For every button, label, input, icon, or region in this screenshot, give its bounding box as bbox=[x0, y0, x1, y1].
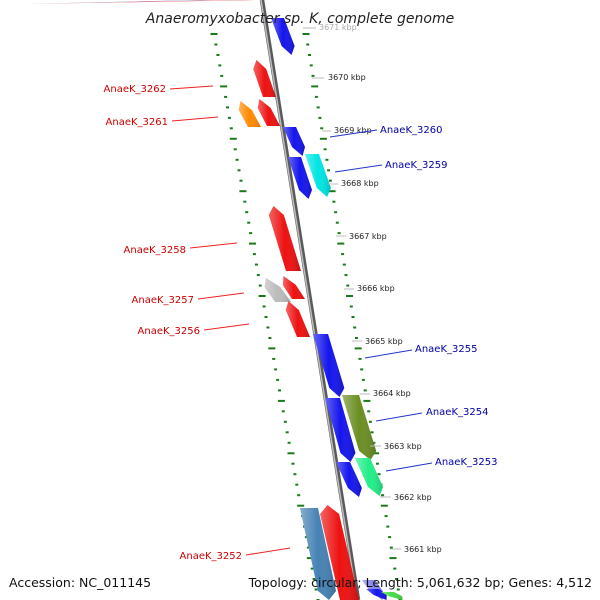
gene-arrow-shading bbox=[23, 0, 256, 4]
leader-AnaeK_3254 bbox=[375, 412, 423, 422]
gene-arrow-shading bbox=[23, 0, 212, 4]
gene-arrow-shading bbox=[300, 508, 336, 600]
leader-AnaeK_3256 bbox=[203, 323, 250, 331]
gene-labels: AnaeK_3262 AnaeK_3261 AnaeK_3258 AnaeK_3… bbox=[104, 84, 498, 562]
accession-text: Accession: NC_011145 bbox=[9, 575, 151, 590]
leader-AnaeK_3261 bbox=[171, 116, 219, 122]
gene-arrow-shading bbox=[305, 154, 331, 197]
gene-arrow-shading bbox=[342, 395, 377, 460]
gene-label-AnaeK_3253[interactable]: AnaeK_3253 bbox=[435, 457, 497, 468]
backbone-highlight bbox=[260, 0, 358, 600]
gene-arrow-shading bbox=[282, 276, 305, 299]
gene-arrow-shading bbox=[257, 99, 280, 126]
gene-arrow-shading bbox=[366, 589, 387, 600]
gene-arrow-shading bbox=[325, 398, 356, 462]
leader-AnaeK_3255 bbox=[364, 349, 413, 359]
kbp-label-3664: 3664 kbp bbox=[373, 389, 411, 398]
gene-label-AnaeK_3262[interactable]: AnaeK_3262 bbox=[104, 84, 166, 95]
gene-label-AnaeK_3255[interactable]: AnaeK_3255 bbox=[415, 344, 477, 355]
gene-arrow-shading bbox=[285, 301, 310, 337]
gene-label-AnaeK_3257[interactable]: AnaeK_3257 bbox=[132, 295, 194, 306]
gene-arrow-shading bbox=[381, 592, 403, 600]
kbp-label-3665: 3665 kbp bbox=[365, 337, 403, 346]
tick-marks-inner bbox=[210, 33, 320, 600]
kbp-label-3661: 3661 kbp bbox=[404, 545, 442, 554]
tick-marks-outer bbox=[302, 33, 402, 600]
gene-label-AnaeK_3258[interactable]: AnaeK_3258 bbox=[124, 245, 186, 256]
kbp-label-3662: 3662 kbp bbox=[394, 493, 432, 502]
gene-arrow-shading bbox=[283, 127, 305, 156]
kbp-label-3667: 3667 kbp bbox=[349, 232, 387, 241]
leader-AnaeK_3262 bbox=[169, 85, 214, 90]
leader-AnaeK_3260 bbox=[329, 129, 378, 138]
leader-AnaeK_3253 bbox=[385, 462, 433, 472]
leader-AnaeK_3258 bbox=[189, 242, 238, 249]
kbp-label-3666: 3666 kbp bbox=[357, 284, 395, 293]
backbone bbox=[259, 0, 361, 600]
gene-arrow-shading bbox=[355, 458, 383, 496]
gene-arrow-shading bbox=[238, 101, 261, 127]
gene-arrow-shading bbox=[313, 334, 345, 397]
gene-label-AnaeK_3254[interactable]: AnaeK_3254 bbox=[426, 407, 488, 418]
gene-label-AnaeK_3256[interactable]: AnaeK_3256 bbox=[138, 326, 200, 337]
kbp-label-3669: 3669 kbp bbox=[334, 126, 372, 135]
topology-text: Topology: circular; Length: 5,061,632 bp… bbox=[248, 575, 592, 590]
gene-label-AnaeK_3259[interactable]: AnaeK_3259 bbox=[385, 160, 447, 171]
gene-label-AnaeK_3261[interactable]: AnaeK_3261 bbox=[106, 117, 168, 128]
kbp-label-3671: 3671 kbp bbox=[319, 23, 357, 32]
gene-arrow-shading bbox=[253, 60, 276, 97]
gene-label-AnaeK_3252[interactable]: AnaeK_3252 bbox=[180, 551, 242, 562]
gene-arrows bbox=[23, 0, 403, 600]
leader-AnaeK_3252 bbox=[245, 547, 291, 556]
gene-arrow-shading bbox=[320, 505, 359, 600]
leader-AnaeK_3259 bbox=[334, 164, 383, 173]
gene-label-AnaeK_3260[interactable]: AnaeK_3260 bbox=[380, 125, 442, 136]
kbp-label-3668: 3668 kbp bbox=[341, 179, 379, 188]
gene-arrow-shading bbox=[271, 18, 295, 55]
kbp-label-3663: 3663 kbp bbox=[384, 442, 422, 451]
gene-arrow-shading bbox=[264, 278, 291, 302]
kbp-scale: 3671 kbp 3670 kbp 3669 kbp 3668 kbp 3667… bbox=[303, 23, 442, 554]
map-title: Anaeromyxobacter sp. K, complete genome bbox=[145, 11, 454, 27]
leader-AnaeK_3257 bbox=[197, 292, 245, 300]
kbp-label-3670: 3670 kbp bbox=[328, 73, 366, 82]
gene-arrow-shading bbox=[336, 462, 362, 497]
gene-arrow-shading bbox=[288, 157, 312, 199]
gene-arrow-shading bbox=[268, 206, 301, 271]
